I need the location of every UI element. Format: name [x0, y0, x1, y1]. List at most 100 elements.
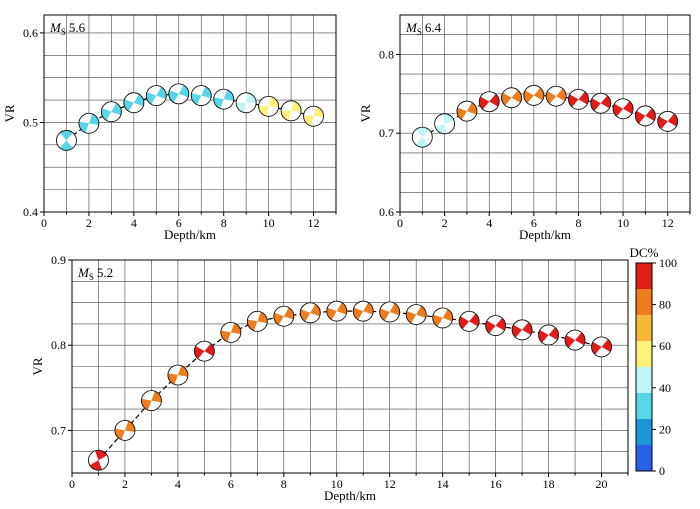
- beachball-outline: [564, 329, 586, 351]
- colorbar-segment: [636, 341, 652, 367]
- beachball-outline: [140, 390, 162, 412]
- beachball-wedge: [95, 450, 108, 461]
- series-line: [422, 94, 668, 138]
- beachball-wedge: [133, 94, 144, 107]
- beachball-wedge: [303, 115, 314, 126]
- beachball-wedge: [406, 311, 417, 324]
- beachball-wedge: [456, 107, 467, 120]
- beachball-wedge: [538, 329, 549, 343]
- beachball-wedge: [415, 127, 429, 138]
- x-tick-label: 6: [531, 216, 537, 230]
- beachball-wedge: [489, 94, 500, 107]
- beachball-outline: [299, 302, 321, 324]
- beachball-wedge: [432, 314, 443, 327]
- data-point: [478, 91, 500, 113]
- colorbar-segment: [636, 315, 652, 341]
- beachball-wedge: [565, 335, 576, 348]
- beachball-outline: [326, 300, 348, 322]
- beachball-wedge: [60, 130, 73, 141]
- data-point: [564, 329, 586, 351]
- beachball-wedge: [223, 89, 234, 101]
- colorbar-tick-label: 20: [659, 422, 671, 436]
- title-subscript: S: [89, 272, 94, 282]
- data-point: [352, 300, 374, 322]
- y-tick-label: 0.6: [379, 205, 394, 219]
- beachball-wedge: [546, 91, 557, 104]
- beachball-wedge: [146, 92, 157, 105]
- data-point: [280, 100, 302, 122]
- beachball-wedge: [548, 327, 559, 340]
- data-point: [568, 88, 589, 110]
- beachball-outline: [511, 319, 533, 341]
- title-magnitude-symbol: M: [405, 20, 418, 35]
- beachball-outline: [405, 304, 427, 325]
- colorbar-segment: [636, 367, 652, 393]
- beachball-outline: [634, 105, 656, 127]
- x-tick-label: 8: [221, 216, 227, 230]
- colorbar-label: DC%: [630, 245, 659, 260]
- data-point: [326, 300, 348, 322]
- y-tick-label: 0.4: [23, 205, 38, 219]
- x-tick-label: 14: [437, 477, 449, 491]
- colorbar-tick-label: 80: [659, 298, 671, 312]
- x-tick-label: 2: [122, 477, 128, 491]
- x-axis-label: Depth/km: [519, 227, 571, 242]
- data-point: [78, 112, 100, 134]
- beachball-wedge: [442, 309, 453, 322]
- beachball-wedge: [600, 95, 611, 109]
- beachball-outline: [303, 105, 324, 127]
- beachball-wedge: [310, 304, 321, 317]
- beachball-outline: [88, 449, 109, 471]
- x-tick-label: 10: [331, 477, 343, 491]
- data-point: [303, 105, 324, 127]
- beachball-wedge: [273, 312, 284, 325]
- x-tick-label: 2: [86, 216, 92, 230]
- x-tick-label: 2: [442, 216, 448, 230]
- data-point: [501, 87, 522, 109]
- data-point: [634, 105, 656, 127]
- panel-ms52: 0 2 4 6 8 10 12 14 16 18 20 0.7 0.8 0.9 Depth/km VR MS 5.…: [30, 253, 629, 503]
- beachball-outline: [545, 85, 567, 107]
- data-point: [168, 83, 190, 105]
- beachball-wedge: [246, 92, 257, 103]
- beachball-outline: [612, 98, 634, 120]
- beachball-wedge: [635, 110, 646, 124]
- plot-frame: [43, 14, 337, 213]
- data-point: [140, 390, 162, 412]
- beachball-wedge: [389, 303, 400, 316]
- colorbar-segment: [636, 289, 652, 315]
- beachball-wedge: [522, 322, 533, 335]
- x-tick-label: 16: [490, 477, 502, 491]
- y-axis-label: VR: [30, 357, 45, 375]
- beachball-outline: [56, 129, 77, 151]
- beachball-outline: [123, 92, 145, 114]
- y-tick-label: 0.7: [51, 423, 66, 437]
- data-point: [114, 419, 136, 441]
- beachball-outline: [432, 307, 454, 329]
- beachball-outline: [411, 126, 433, 148]
- beachball-wedge: [194, 346, 205, 359]
- data-point: [591, 336, 612, 358]
- dc-colorbar: DC% 0 20 40 60 80 100: [630, 245, 677, 478]
- x-tick-label: 6: [228, 477, 234, 491]
- y-tick-label: 0.7: [379, 126, 394, 140]
- data-point: [432, 307, 454, 329]
- colorbar-tick-label: 40: [659, 381, 671, 395]
- beachball-wedge: [204, 343, 215, 357]
- beachball-wedge: [591, 341, 602, 355]
- data-point: [612, 98, 634, 120]
- x-tick-label: 4: [131, 216, 137, 230]
- x-tick-label: 0: [397, 216, 403, 230]
- beachball-wedge: [578, 91, 589, 105]
- beachball-wedge: [512, 324, 523, 338]
- title-magnitude-symbol: M: [77, 265, 90, 280]
- beachball-wedge: [326, 307, 337, 320]
- beachball-outline: [591, 336, 612, 358]
- beachball-wedge: [363, 302, 374, 315]
- x-tick-label: 0: [41, 216, 47, 230]
- data-point: [657, 110, 679, 132]
- data-point: [411, 126, 433, 148]
- x-tick-label: 10: [617, 216, 629, 230]
- beachball-wedge: [590, 98, 601, 111]
- data-point: [458, 310, 480, 332]
